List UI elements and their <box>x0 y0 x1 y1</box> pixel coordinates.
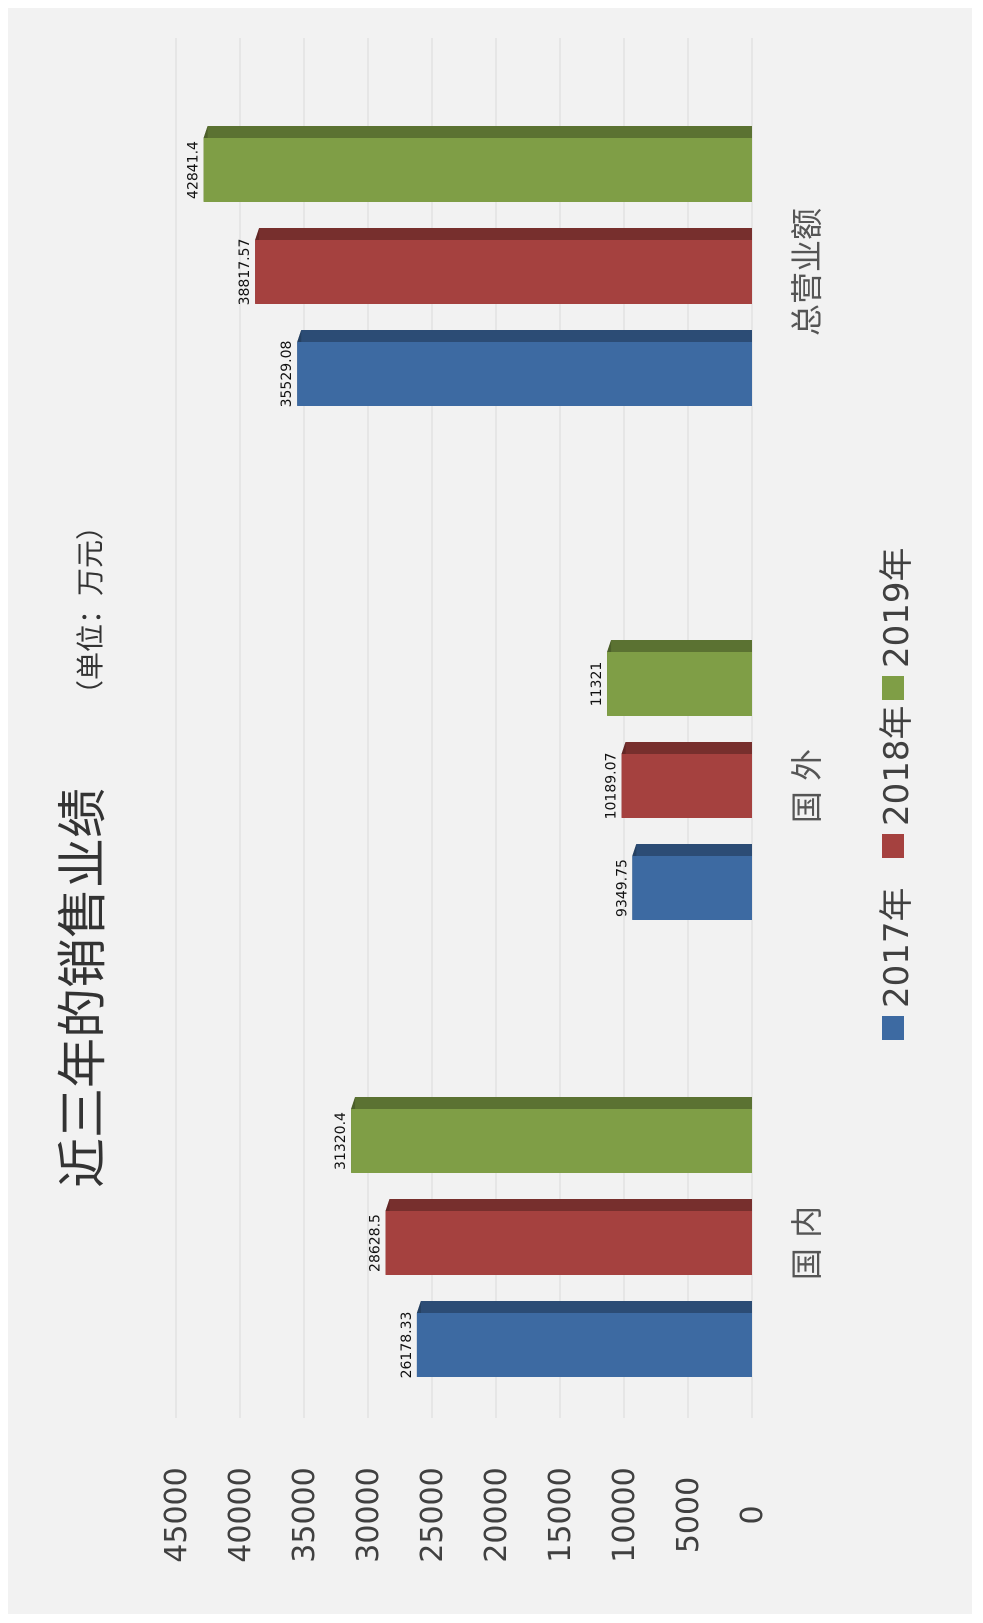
tick-label: 0 <box>735 1505 770 1524</box>
chart-subtitle: （单位：万元） <box>74 512 107 708</box>
data-label: 26178.33 <box>399 1312 415 1379</box>
legend-label: 2017年 <box>877 887 917 1008</box>
bar <box>385 1211 752 1275</box>
tick-label: 20000 <box>479 1467 514 1562</box>
bar-depth-face <box>297 330 752 342</box>
bar <box>351 1109 752 1173</box>
bar-depth-face <box>255 228 752 240</box>
bar <box>607 652 752 716</box>
bar-depth-face <box>621 742 752 754</box>
bars <box>203 126 753 1377</box>
tick-label: 5000 <box>671 1477 706 1553</box>
category-label: 国 外 <box>788 749 826 823</box>
tick-label: 10000 <box>607 1467 642 1562</box>
bar-depth-face <box>203 126 753 138</box>
data-label: 28628.5 <box>368 1214 384 1272</box>
data-labels: 26178.33 9349.75 35529.08 28628.5 10189.07 38… <box>186 141 631 1378</box>
bar <box>416 1313 752 1377</box>
data-label: 31320.4 <box>333 1112 349 1170</box>
category-labels: 国 内 国 外 总营业额 <box>788 208 826 1280</box>
tick-label: 40000 <box>223 1467 258 1562</box>
legend-swatch <box>882 676 904 700</box>
bar-depth-face <box>607 640 752 652</box>
legend-label: 2018年 <box>877 705 917 826</box>
tick-label: 30000 <box>351 1467 386 1562</box>
bar-depth-face <box>351 1097 752 1109</box>
data-label: 10189.07 <box>604 753 620 820</box>
bar <box>255 240 752 304</box>
tick-label: 15000 <box>543 1467 578 1562</box>
category-label: 国 内 <box>788 1206 826 1280</box>
bar <box>297 342 752 406</box>
data-label: 35529.08 <box>279 341 295 408</box>
bar <box>632 856 752 920</box>
data-label: 38817.57 <box>237 239 253 306</box>
bar <box>203 138 753 202</box>
bar <box>621 754 752 818</box>
chart-title: 近三年的销售业绩 <box>54 788 112 1188</box>
tick-label: 35000 <box>287 1467 322 1562</box>
legend: 2017年 2018年 2019年 <box>877 547 917 1040</box>
chart-titles: 近三年的销售业绩 （单位：万元） <box>54 512 112 1188</box>
legend-swatch <box>882 1016 904 1040</box>
data-label: 11321 <box>589 662 605 707</box>
category-label: 总营业额 <box>788 208 826 336</box>
data-label: 9349.75 <box>614 859 630 917</box>
tick-label: 25000 <box>415 1467 450 1562</box>
data-label: 42841.4 <box>186 141 202 199</box>
y-axis-ticks: 0 5000 10000 15000 20000 25000 30000 35000 40000… <box>159 1467 770 1562</box>
legend-swatch <box>882 834 904 858</box>
bar-depth-face <box>632 844 752 856</box>
bar-depth-face <box>416 1301 752 1313</box>
bar-depth-face <box>385 1199 752 1211</box>
legend-label: 2019年 <box>877 547 917 668</box>
tick-label: 45000 <box>159 1467 194 1562</box>
